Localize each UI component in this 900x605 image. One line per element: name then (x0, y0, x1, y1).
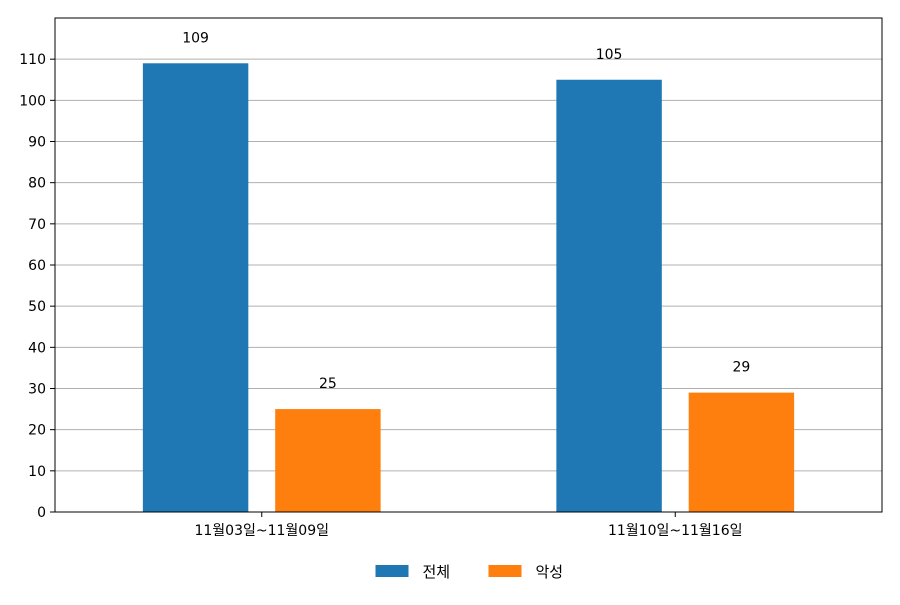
y-tick-label: 30 (28, 382, 46, 398)
x-tick-label: 11월03일~11월09일 (194, 523, 329, 539)
y-tick-label: 90 (28, 135, 46, 151)
bar-total (556, 79, 662, 512)
y-tick-label: 0 (37, 505, 46, 521)
y-tick-label: 60 (28, 258, 46, 274)
y-tick-label: 50 (28, 299, 46, 315)
y-tick-label: 80 (28, 176, 46, 192)
y-tick-label: 100 (19, 93, 46, 109)
y-axis-ticks: 0 10 20 30 40 50 60 70 80 90 100 110 (19, 52, 55, 521)
bars (142, 63, 795, 513)
legend-label: 전체 (423, 563, 451, 581)
x-axis-ticks: 11월03일~11월09일 11월10일~11월16일 (194, 512, 743, 539)
legend-label: 악성 (536, 563, 564, 581)
bar-value-label: 29 (732, 360, 750, 376)
legend-item-total: 전체 (375, 563, 451, 581)
data-labels: 109 25 105 29 (182, 30, 750, 392)
bar-malicious (275, 409, 381, 512)
bar-value-label: 105 (596, 47, 623, 63)
legend-swatch (488, 565, 522, 577)
bar-value-label: 109 (182, 30, 209, 46)
y-tick-label: 110 (19, 52, 46, 68)
x-tick-label: 11월10일~11월16일 (608, 523, 743, 539)
y-tick-label: 40 (28, 340, 46, 356)
bar-malicious (688, 392, 795, 512)
legend-item-malicious: 악성 (488, 563, 564, 581)
y-tick-label: 10 (28, 464, 46, 480)
y-tick-label: 70 (28, 217, 46, 233)
bar-value-label: 25 (319, 376, 337, 392)
bar-total (142, 63, 249, 513)
legend-swatch (375, 565, 409, 577)
legend: 전체 악성 (375, 563, 564, 581)
y-tick-label: 20 (28, 423, 46, 439)
